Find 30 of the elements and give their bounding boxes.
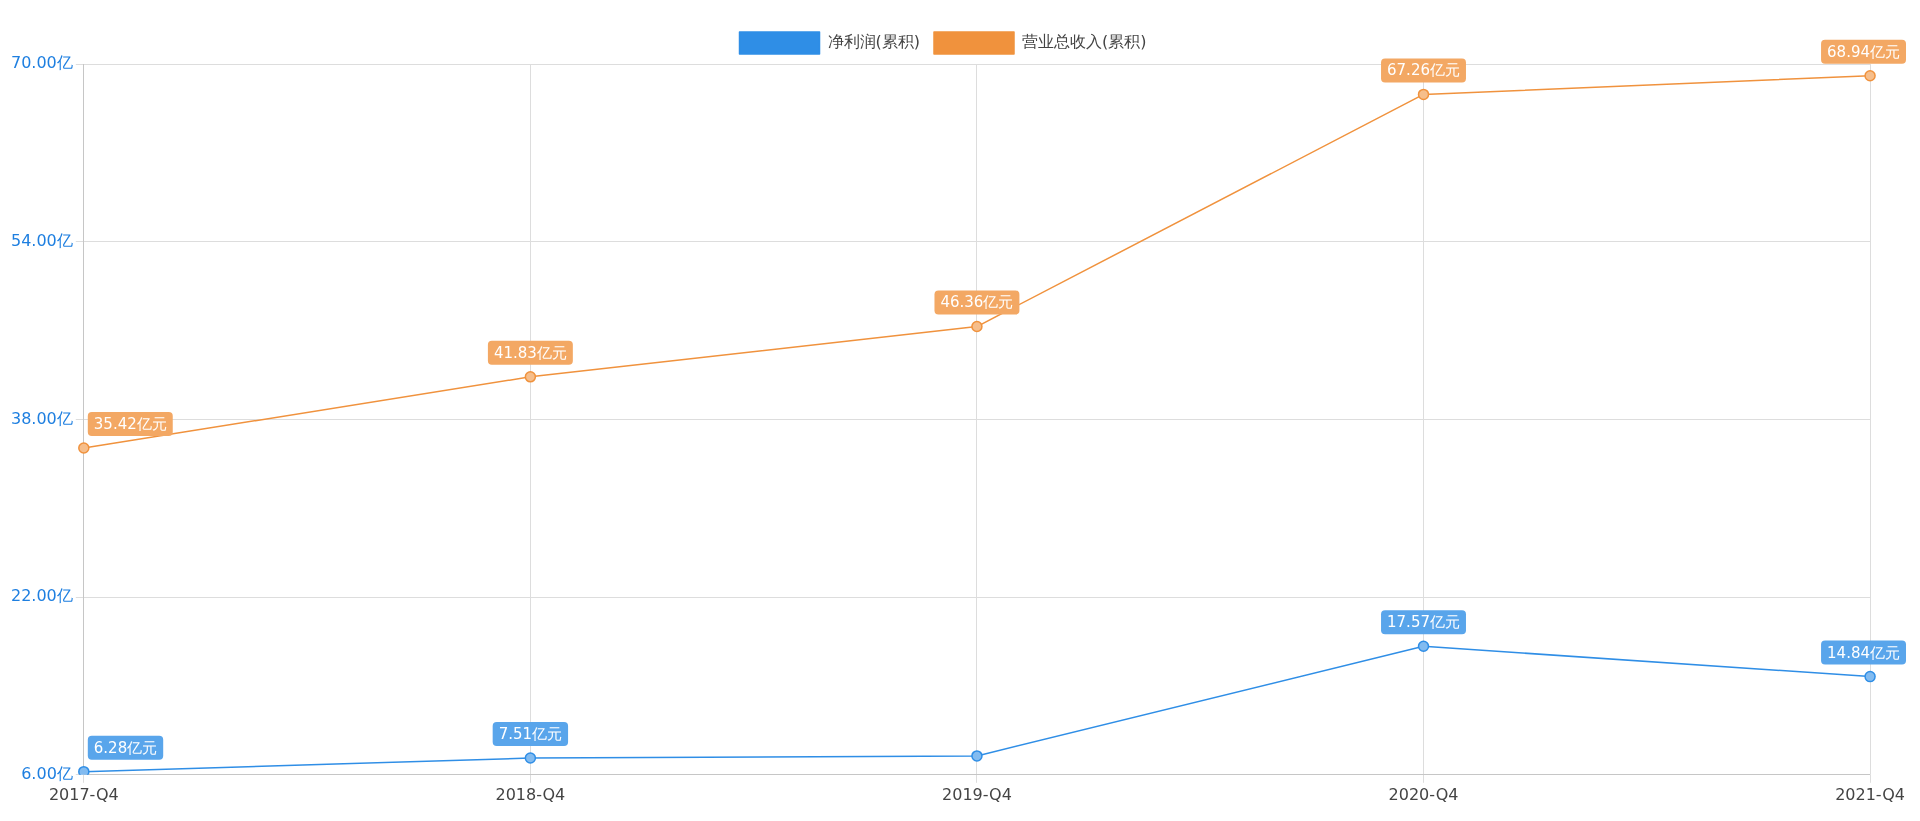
y-tick-label: 70.00亿 — [10, 53, 73, 73]
point — [971, 750, 983, 762]
data-label: 7.51亿元 — [498, 724, 563, 743]
data-label: 6.28亿元 — [93, 738, 158, 757]
point — [78, 442, 90, 454]
point — [524, 752, 537, 764]
x-tick-label: 2020-Q4 — [1388, 784, 1459, 804]
x-tick-label: 2019-Q4 — [942, 784, 1012, 804]
legend-label: 净利润(累积) — [827, 32, 920, 52]
point — [1864, 70, 1876, 82]
data-label: 68.94亿元 — [1827, 42, 1901, 61]
data-label: 46.36亿元 — [940, 293, 1014, 312]
x-tick-label: 2017-Q4 — [48, 784, 119, 804]
data-label: 14.84亿元 — [1827, 643, 1901, 662]
data-label: 67.26亿元 — [1387, 61, 1460, 80]
point — [1417, 640, 1430, 653]
data-label: 35.42亿元 — [93, 414, 167, 433]
point — [1864, 670, 1876, 683]
point — [1417, 88, 1430, 101]
y-tick-label: 54.00亿 — [10, 230, 73, 250]
y-tick-label: 38.00亿 — [10, 408, 73, 428]
point — [971, 320, 983, 333]
y-tick-label: 22.00亿 — [10, 586, 73, 606]
data-label: 17.57亿元 — [1387, 613, 1460, 632]
point — [524, 371, 537, 383]
x-tick-label: 2021-Q4 — [1835, 784, 1905, 804]
x-tick-label: 2018-Q4 — [495, 784, 566, 804]
legend-label: 营业总收入(累积) — [1022, 32, 1147, 52]
data-label: 41.83亿元 — [493, 343, 567, 362]
y-tick-label: 6.00亿 — [21, 763, 73, 783]
